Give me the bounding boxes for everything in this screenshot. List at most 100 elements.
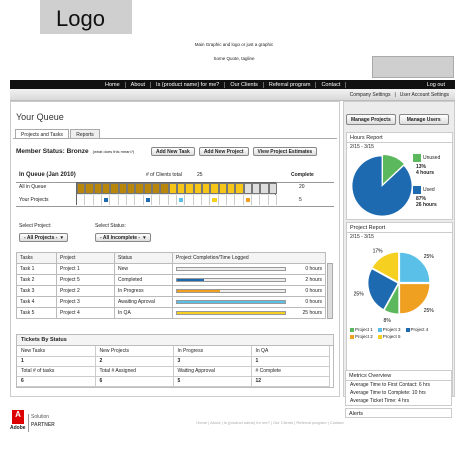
adobe-logo-icon: A	[12, 410, 24, 424]
ticket-label: Total # of tasks	[17, 366, 96, 377]
select-status-dropdown[interactable]: - All Incomplete - ▾	[95, 233, 151, 242]
queue-cell	[252, 183, 261, 194]
user-account-settings-link[interactable]: User Account Settings	[399, 91, 449, 98]
task-time: 0 hours	[305, 299, 322, 305]
queue-cell	[193, 195, 202, 205]
logout-link[interactable]: Log out	[426, 81, 445, 88]
view-project-estimates-button[interactable]: View Project Estimates	[252, 147, 318, 156]
queue-marker	[245, 198, 250, 202]
ticket-label: In QA	[251, 346, 330, 357]
project-report-range: 2/15 - 3/15	[350, 234, 374, 240]
used-label: Used	[423, 187, 435, 193]
task-progress-fill	[177, 312, 285, 314]
tickets-title: Tickets By Status	[17, 335, 333, 346]
nav-contact[interactable]: Contact	[316, 81, 347, 88]
task-time: 0 hours	[305, 288, 322, 294]
table-row[interactable]: Task 4 Project 3 Awaiting Aproval 0 hour…	[16, 296, 326, 308]
manage-projects-button[interactable]: Manage Projects	[346, 114, 396, 125]
nav-home[interactable]: Home	[100, 81, 126, 88]
queue-cell	[260, 195, 269, 205]
complete-count: 20	[299, 184, 305, 190]
ticket-label: In Progress	[173, 346, 252, 357]
queue-cell	[243, 183, 252, 194]
nav-referral[interactable]: Referral program	[264, 81, 317, 88]
table-row[interactable]: Task 1 Project 1 New 0 hours	[16, 263, 326, 275]
nav-product-for-me[interactable]: Is {product name} for me?	[151, 81, 226, 88]
queue-cell	[152, 195, 161, 205]
chevron-down-icon: ▾	[143, 234, 146, 241]
select-project-value: - All Projects -	[24, 234, 58, 241]
queue-cell	[110, 183, 119, 194]
queue-marker	[212, 198, 217, 202]
queue-cell	[77, 195, 86, 205]
manage-users-button[interactable]: Manage Users	[398, 114, 449, 125]
queue-panel: Your Queue Projects and Tasks Reports Me…	[10, 101, 340, 397]
queue-marker	[145, 198, 150, 202]
add-new-task-button[interactable]: Add New Task	[151, 147, 195, 156]
col-completion: Project Completion/Time Logged	[172, 252, 326, 264]
slice-label: 25%	[424, 254, 435, 260]
tickets-panel: Tickets By Status New Tasks New Projects I…	[16, 334, 334, 388]
queue-cell	[118, 195, 127, 205]
queue-marker	[104, 198, 109, 202]
hours-report-panel: Hours Report 2/15 - 3/15 Unused 13% 4 ho…	[346, 132, 453, 220]
queue-cell	[93, 195, 102, 205]
unused-slice	[382, 154, 406, 186]
legend-label: Project 2	[355, 334, 373, 339]
col-status: Status	[114, 252, 173, 264]
clients-total-value: 25	[197, 172, 203, 178]
chevron-down-icon: ▾	[60, 234, 63, 241]
page-title: Your Queue	[16, 112, 64, 122]
used-pct: 87%	[416, 196, 427, 202]
clients-total-label: # of Clients total	[146, 172, 182, 178]
table-row[interactable]: Task 5 Project 4 In QA 25 hours	[16, 307, 326, 319]
metric-first-contact: Average Time to First Contact: 6 hrs	[350, 382, 430, 388]
task-name: Task 3	[16, 285, 57, 297]
legend-label: Project 1	[355, 327, 373, 332]
company-settings-link[interactable]: Company Settings	[349, 91, 391, 98]
queue-cell	[235, 195, 244, 205]
legend-swatch	[377, 327, 382, 332]
col-tasks: Tasks	[16, 252, 57, 264]
sub-nav: Company Settings | User Account Settings	[10, 89, 455, 101]
queue-cell	[210, 183, 219, 194]
project-report-panel: Project Report 2/15 - 3/15 25% 25% 8% 25% 17…	[346, 222, 453, 372]
member-status: Member Status: Bronze	[16, 148, 89, 155]
queue-cell	[110, 195, 119, 205]
queue-cell	[168, 183, 177, 194]
queue-cell	[77, 183, 86, 194]
tasks-table: Tasks Project Status Project Completion/…	[16, 252, 326, 319]
table-row[interactable]: Task 3 Project 2 In Progress 0 hours	[16, 285, 326, 297]
tasks-scrollbar[interactable]	[327, 263, 333, 319]
task-progress-cell: 0 hours	[172, 285, 326, 297]
what-does-this-mean-link[interactable]: (what does this mean?)	[92, 149, 135, 154]
task-progress-fill	[177, 290, 221, 292]
task-time: 25 hours	[302, 310, 322, 316]
task-project: Project 5	[56, 274, 115, 286]
task-progress-cell: 0 hours	[172, 263, 326, 275]
hours-pie-chart	[351, 154, 413, 217]
select-status-value: - All Incomplete -	[100, 234, 141, 241]
ticket-value: 6	[95, 376, 174, 387]
footer-links[interactable]: Home | About | Is {product name} for me?…	[196, 420, 344, 425]
ticket-value: 12	[251, 376, 330, 387]
ticket-label: Total # Assigned	[95, 366, 174, 377]
task-progress-fill	[177, 301, 285, 303]
ticket-value: 5	[173, 376, 252, 387]
task-status: In Progress	[114, 285, 173, 297]
queue-row-label: Your Projects	[19, 197, 49, 203]
tab-reports[interactable]: Reports	[70, 129, 100, 138]
metric-complete: Average Time to Complete: 10 hrs	[350, 390, 426, 396]
adobe-brand: Adobe	[10, 425, 26, 431]
select-project-dropdown[interactable]: - All Projects - ▾	[19, 233, 68, 242]
nav-clients[interactable]: Our Clients	[225, 81, 264, 88]
add-new-project-button[interactable]: Add New Project	[198, 147, 249, 156]
logo[interactable]: Logo	[40, 0, 132, 34]
nav-about[interactable]: About	[126, 81, 152, 88]
task-project: Project 4	[56, 307, 115, 319]
task-time: 0 hours	[305, 266, 322, 272]
alerts-title: Alerts	[345, 408, 452, 418]
table-row[interactable]: Task 2 Project 5 Completed 2 hours	[16, 274, 326, 286]
tab-projects-and-tasks[interactable]: Projects and Tasks	[15, 129, 69, 138]
queue-cell	[268, 183, 277, 194]
